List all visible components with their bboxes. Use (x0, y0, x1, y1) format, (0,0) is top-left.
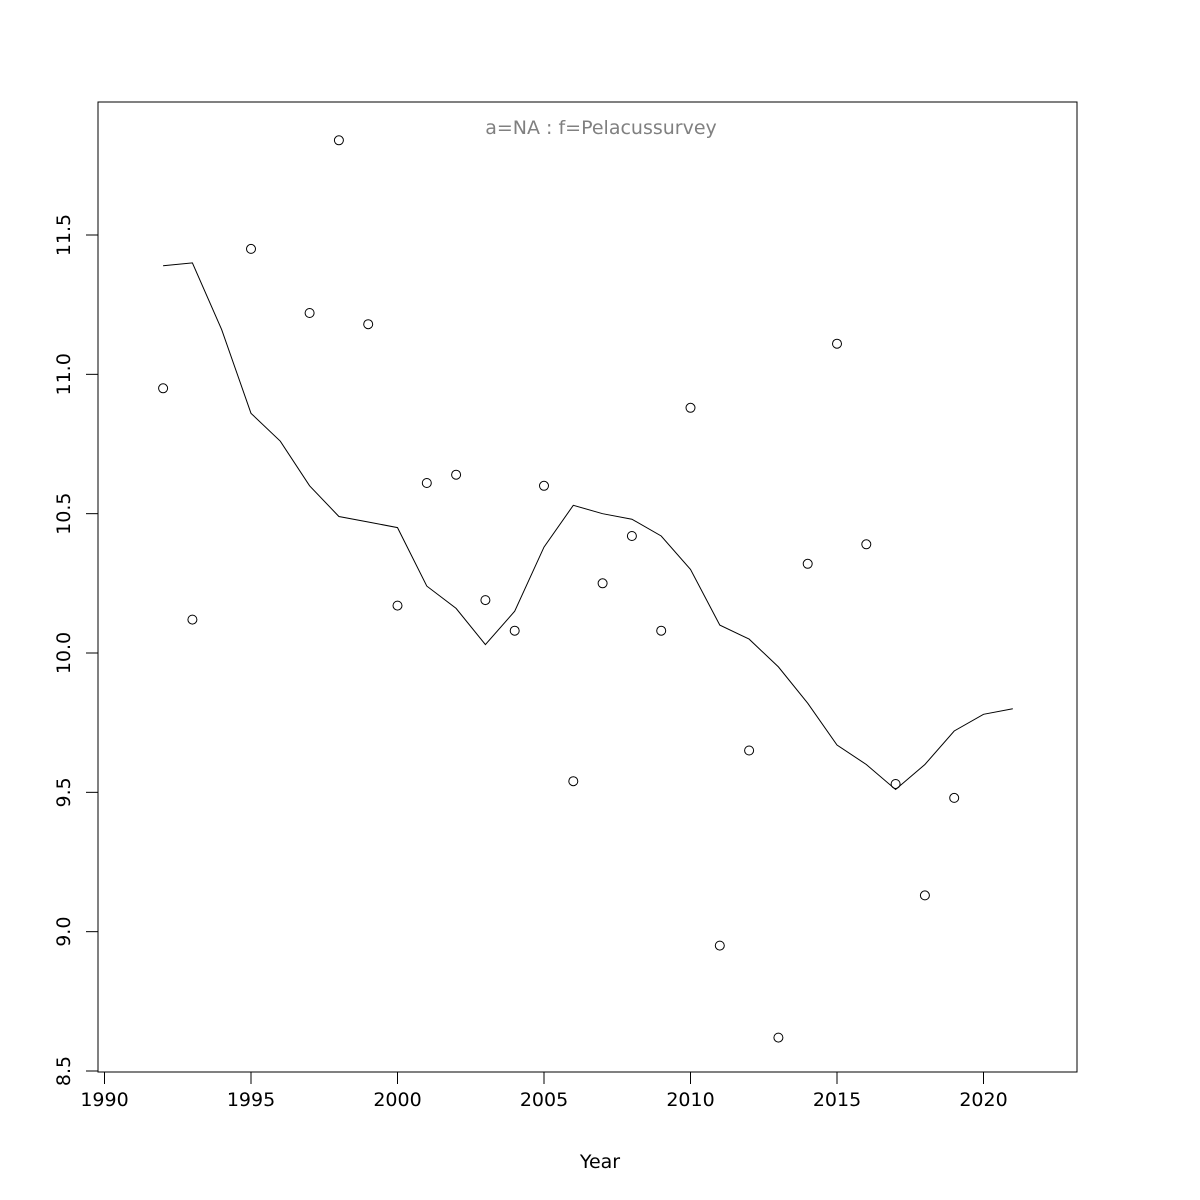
scatter-point (919, 890, 930, 901)
scatter-point (714, 940, 725, 951)
scatter-point (246, 243, 256, 254)
chart-title: a=NA : f=Pelacussurvey (485, 117, 717, 139)
x-axis-label: Year (579, 1151, 620, 1173)
y-tick-label: 11.5 (53, 214, 75, 256)
smooth-line-series (163, 262, 1013, 791)
x-tick-label: 2000 (373, 1089, 421, 1111)
scatter-point (597, 578, 608, 589)
scatter-point (568, 776, 579, 787)
scatter-point (832, 338, 842, 349)
scatter-points-series (158, 135, 960, 1043)
x-tick-label: 1990 (80, 1089, 128, 1111)
y-tick-label: 9.0 (53, 917, 75, 947)
scatter-point (480, 595, 491, 606)
scatter-point (656, 625, 667, 636)
scatter-point (539, 480, 549, 491)
y-tick-label: 11.0 (53, 353, 75, 395)
scatter-point (421, 478, 432, 488)
smooth-line (163, 262, 1013, 791)
scatter-point (890, 779, 901, 789)
scatter-point (626, 531, 637, 541)
scatter-point (451, 469, 462, 480)
scatter-point (333, 135, 344, 146)
scatter-point (187, 614, 198, 625)
scatter-point (363, 319, 374, 330)
x-axis: 1990 1995 2000 2005 2010 2015 2020 (80, 1071, 1008, 1111)
scatter-point (392, 600, 403, 611)
x-tick-label: 2005 (520, 1089, 568, 1111)
plot-frame (97, 101, 1078, 1073)
x-tick-label: 2010 (666, 1089, 714, 1111)
x-tick-label: 2015 (813, 1089, 861, 1111)
scatter-point (158, 383, 169, 394)
scatter-point (509, 625, 520, 636)
y-tick-label: 8.5 (53, 1056, 75, 1086)
scatter-point (685, 402, 696, 413)
y-axis: 8.5 9.0 9.5 10.0 10.5 11.0 11.5 (53, 214, 99, 1086)
x-tick-label: 2020 (959, 1089, 1007, 1111)
scatter-point (744, 745, 755, 756)
scatter-point (304, 308, 315, 318)
y-tick-label: 10.0 (53, 632, 75, 674)
scatter-point (802, 558, 813, 569)
x-tick-label: 1995 (227, 1089, 275, 1111)
scatter-point (949, 792, 960, 803)
scatter-point (773, 1032, 784, 1043)
y-tick-label: 9.5 (53, 777, 75, 807)
scatter-point (861, 539, 872, 550)
y-tick-label: 10.5 (53, 493, 75, 535)
